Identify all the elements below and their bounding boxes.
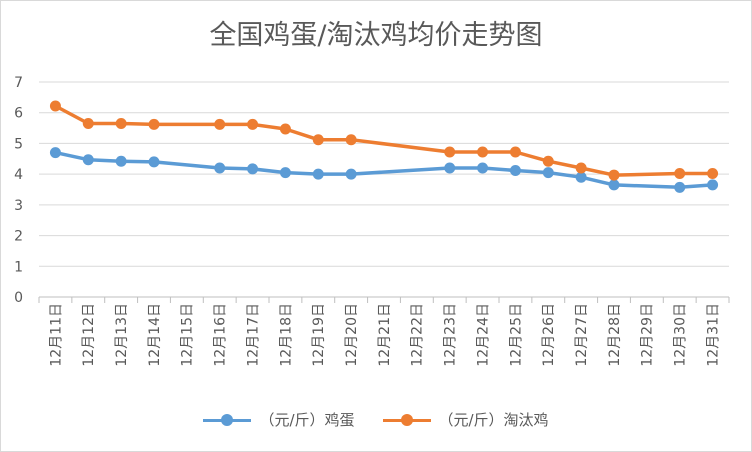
- legend-marker-egg: [221, 413, 234, 426]
- data-point-0: [575, 171, 587, 183]
- x-tick-label: 12月25日: [508, 303, 524, 367]
- x-tick-label: 12月12日: [81, 303, 97, 367]
- data-point-1: [312, 134, 324, 146]
- data-point-0: [444, 162, 456, 174]
- data-point-1: [279, 123, 291, 135]
- x-tick-label: 12月22日: [410, 303, 426, 367]
- data-point-0: [608, 179, 620, 191]
- legend-swatch-egg: [203, 413, 252, 427]
- data-point-0: [214, 162, 226, 174]
- legend: （元/斤）鸡蛋 （元/斤）淘汰鸡: [1, 409, 751, 430]
- data-point-1: [542, 155, 554, 167]
- x-tick-label: 12月23日: [443, 303, 459, 367]
- legend-item-egg: （元/斤）鸡蛋: [203, 409, 355, 430]
- x-tick-label: 12月16日: [213, 303, 229, 367]
- x-tick-label: 12月28日: [607, 303, 623, 367]
- data-point-0: [247, 163, 259, 175]
- x-tick-label: 12月20日: [344, 303, 360, 367]
- data-point-1: [214, 118, 226, 130]
- data-point-0: [345, 168, 357, 180]
- data-point-0: [509, 164, 521, 176]
- x-tick-label: 12月15日: [180, 303, 196, 367]
- x-tick-label: 12月11日: [48, 303, 64, 367]
- data-point-0: [674, 181, 686, 193]
- data-point-1: [509, 146, 521, 158]
- x-tick-label: 12月26日: [541, 303, 557, 367]
- data-point-1: [608, 169, 620, 181]
- data-point-0: [279, 167, 291, 179]
- x-tick-label: 12月13日: [114, 303, 130, 367]
- data-point-1: [575, 162, 587, 174]
- x-tick-label: 12月27日: [574, 303, 590, 367]
- y-tick-label: 0: [14, 290, 23, 306]
- x-tick-label: 12月30日: [673, 303, 689, 367]
- data-point-0: [477, 162, 489, 174]
- data-point-1: [247, 118, 259, 130]
- legend-item-hen: （元/斤）淘汰鸡: [382, 409, 549, 430]
- data-point-0: [542, 167, 554, 179]
- data-point-1: [345, 134, 357, 146]
- data-point-1: [82, 117, 94, 129]
- y-tick-label: 4: [14, 167, 23, 183]
- legend-label-hen: （元/斤）淘汰鸡: [438, 411, 549, 429]
- x-tick-label: 12月17日: [245, 303, 261, 367]
- y-tick-label: 7: [14, 75, 23, 91]
- x-tick-label: 12月24日: [475, 303, 491, 367]
- data-point-1: [444, 146, 456, 158]
- x-tick-label: 12月31日: [705, 303, 721, 367]
- y-tick-label: 3: [14, 198, 23, 214]
- y-tick-label: 5: [14, 136, 23, 152]
- y-tick-label: 2: [14, 229, 23, 245]
- data-point-0: [49, 147, 61, 159]
- x-tick-label: 12月18日: [278, 303, 294, 367]
- y-tick-label: 1: [14, 259, 23, 275]
- x-tick-label: 12月14日: [147, 303, 163, 367]
- data-point-0: [115, 155, 127, 167]
- data-point-1: [707, 168, 719, 180]
- y-tick-label: 6: [14, 106, 23, 122]
- legend-label-egg: （元/斤）鸡蛋: [259, 411, 355, 429]
- data-point-1: [148, 118, 160, 130]
- data-point-1: [49, 100, 61, 112]
- data-point-0: [707, 179, 719, 191]
- data-point-0: [148, 156, 160, 168]
- data-point-1: [115, 117, 127, 129]
- x-tick-label: 12月21日: [377, 303, 393, 367]
- x-tick-label: 12月19日: [311, 303, 327, 367]
- x-tick-label: 12月29日: [640, 303, 656, 367]
- data-point-0: [312, 168, 324, 180]
- chart-title: 全国鸡蛋/淘汰鸡均价走势图: [209, 20, 543, 51]
- data-point-0: [82, 154, 94, 166]
- data-point-1: [477, 146, 489, 158]
- legend-swatch-hen: [382, 413, 431, 427]
- data-point-1: [674, 168, 686, 180]
- legend-marker-hen: [400, 413, 413, 426]
